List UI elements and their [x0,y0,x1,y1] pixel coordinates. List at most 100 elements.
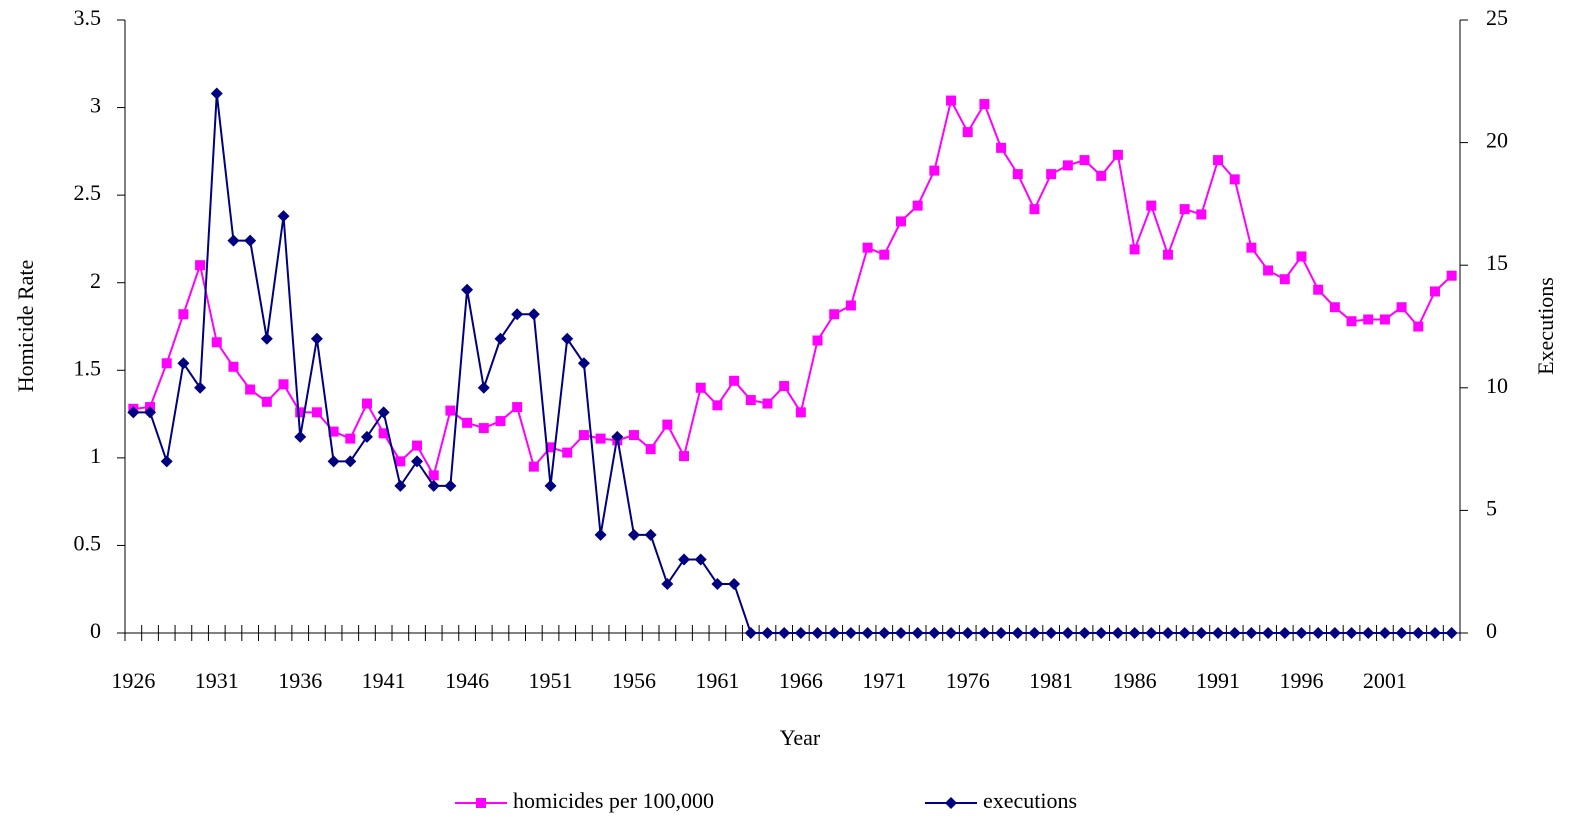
series-line [133,93,1452,634]
data-point [795,407,806,418]
x-tick-label: 1956 [612,668,656,693]
data-point [662,419,673,430]
data-point [577,357,590,370]
data-point [978,627,991,639]
data-point [412,440,423,451]
data-point [1379,314,1390,325]
data-point [1446,270,1457,281]
y-tick-label: 3.5 [74,5,102,30]
data-point [211,337,222,348]
data-point [628,430,639,441]
data-point [661,577,674,590]
data-point [1096,170,1107,181]
data-point [1161,627,1174,639]
y-tick-label: 0 [90,618,101,643]
data-point [678,553,691,566]
data-point [844,627,857,639]
legend-marker [476,798,486,808]
x-tick-label: 1976 [946,668,990,693]
data-point [328,426,339,437]
data-point [344,455,357,468]
data-point [160,455,173,468]
data-point [244,234,257,247]
data-point [644,528,657,541]
data-point [744,627,757,639]
data-point [961,627,974,639]
data-point [627,528,640,541]
y2-tick-label: 15 [1486,250,1508,275]
data-point [144,406,157,419]
data-point [979,99,990,110]
data-point [1312,627,1325,639]
data-point [361,398,372,409]
x-tick-label: 1936 [278,668,322,693]
x-axis-label: Year [780,725,821,750]
data-point [1246,242,1257,253]
data-point [1129,244,1140,255]
data-point [527,308,540,321]
data-point [1095,627,1108,639]
data-point [1061,627,1074,639]
data-point [811,627,824,639]
y2-tick-label: 5 [1486,495,1497,520]
data-point [1179,204,1190,215]
data-point [779,381,790,392]
data-point [996,142,1007,153]
data-point [194,381,207,394]
data-point [444,479,457,492]
data-point [377,406,390,419]
data-point [1429,286,1440,297]
data-point [862,242,873,253]
data-point [1128,627,1141,639]
data-point [1362,627,1375,639]
data-point [845,300,856,311]
data-point [345,433,356,444]
x-tick-label: 1961 [695,668,739,693]
data-point [578,430,589,441]
data-point [512,402,523,413]
y-tick-label: 3 [90,93,101,118]
x-tick-label: 1926 [111,668,155,693]
data-point [712,400,723,411]
data-point [1212,627,1225,639]
x-tick-label: 1931 [195,668,239,693]
x-tick-label: 1946 [445,668,489,693]
data-point [745,395,756,406]
y2-tick-label: 20 [1486,128,1508,153]
data-point [177,357,190,370]
y2-tick-label: 10 [1486,373,1508,398]
data-point [1145,627,1158,639]
data-point [1079,155,1090,166]
y-tick-label: 1 [90,443,101,468]
data-point [277,210,290,223]
data-point [1111,627,1124,639]
data-point [294,430,307,443]
data-point [210,87,223,100]
data-point [461,283,474,296]
data-point [245,384,256,395]
data-point [1045,627,1058,639]
data-point [228,361,239,372]
data-point [1213,155,1224,166]
y-tick-label: 1.5 [74,355,102,380]
data-point [794,627,807,639]
legend-label: executions [983,788,1077,813]
data-point [195,260,206,271]
data-point [594,528,607,541]
data-point [178,309,189,320]
data-point [829,309,840,320]
data-point [1329,302,1340,313]
data-point [1012,169,1023,180]
data-point [995,627,1008,639]
data-point [879,249,890,260]
data-point [1162,249,1173,260]
data-point [812,335,823,346]
data-point [761,627,774,639]
data-point [477,381,490,394]
data-point [395,456,406,467]
data-point [1363,314,1374,325]
data-point [1011,627,1024,639]
legend-marker [945,797,957,809]
data-point [1245,627,1258,639]
